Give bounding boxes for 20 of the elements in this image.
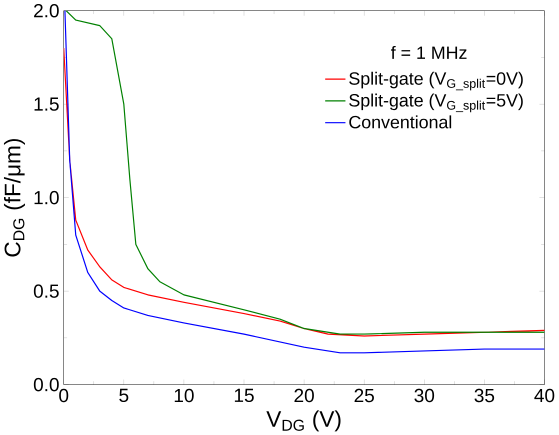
legend-label: Split-gate (V$_{G_split}$=0V)	[349, 72, 523, 90]
y-axis-title: C$_{DG}$ (fF/μm)	[4, 138, 25, 256]
x-tick-label: 30	[414, 388, 434, 402]
legend-label: Conventional	[349, 115, 452, 128]
y-tick-label: 2.0	[34, 4, 59, 18]
x-tick-label: 0	[59, 388, 68, 402]
y-tick-label: 0.5	[34, 284, 59, 298]
x-tick-label: 15	[234, 388, 254, 402]
x-tick-label: 40	[534, 388, 554, 402]
y-tick-label: 1.0	[34, 190, 59, 204]
x-axis-title: V$_{DG}$ (V)	[266, 410, 341, 432]
y-tick-label: 1.5	[34, 97, 59, 111]
x-tick-label: 20	[294, 388, 314, 402]
y-tick-label: 0.0	[34, 378, 59, 392]
x-tick-label: 5	[119, 388, 128, 402]
annotation: f = 1 MHz	[391, 46, 467, 59]
x-tick-label: 10	[174, 388, 194, 402]
x-tick-label: 35	[474, 388, 494, 402]
legend-label: Split-gate (V$_{G_split}$=5V)	[349, 93, 523, 112]
x-tick-label: 25	[354, 388, 374, 402]
